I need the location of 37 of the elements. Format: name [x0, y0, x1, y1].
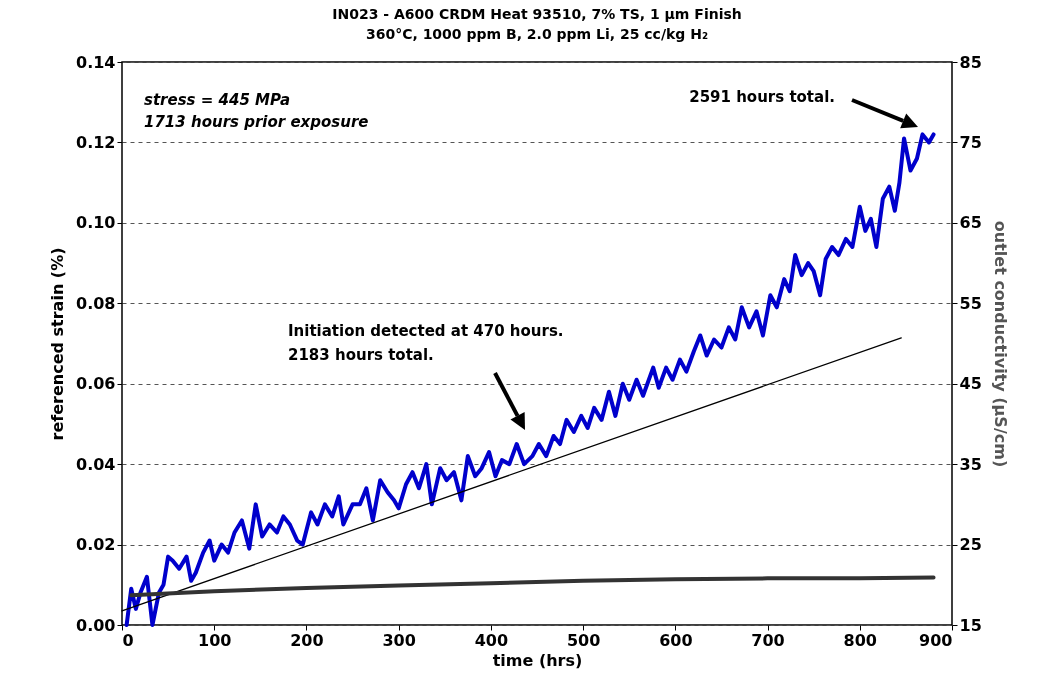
annotation: stress = 445 MPa: [144, 91, 291, 109]
x-tick-label: 300: [382, 630, 416, 650]
x-tick-label: 700: [751, 630, 785, 650]
y2-tick-label: 55: [959, 293, 982, 313]
x-tick-label: 800: [843, 630, 877, 650]
y2-tick-label: 75: [959, 132, 982, 152]
y-axis-title: referenced strain (%): [48, 247, 68, 441]
y-tick-label: 0.04: [76, 454, 116, 474]
y-tick-label: 0.00: [76, 615, 116, 635]
line-series: [124, 132, 936, 627]
x-tick-label: 200: [290, 630, 324, 650]
x-axis-title: time (hrs): [492, 650, 583, 670]
y2-tick-label: 65: [959, 213, 982, 233]
x-tick-label: 100: [198, 630, 232, 650]
chart-subtitle: 360°C, 1000 ppm B, 2.0 ppm Li, 25 cc/kg H₂: [365, 26, 709, 42]
x-tick-label: 0: [122, 630, 134, 650]
y-tick-label: 0.06: [76, 374, 116, 394]
y-tick-label: 0.12: [76, 132, 116, 152]
y-tick-label: 0.10: [76, 213, 116, 233]
x-tick-label: 600: [659, 630, 693, 650]
y-tick-label: 0.08: [76, 293, 116, 313]
chart-title: IN023 - A600 CRDM Heat 93510, 7% TS, 1 μm Finish: [332, 6, 742, 22]
x-tick-label: 500: [566, 630, 601, 650]
y2-tick-label: 15: [959, 615, 982, 635]
y-tick-label: 0.14: [76, 52, 116, 72]
y2-tick-label: 35: [959, 454, 982, 474]
y2-tick-label: 45: [959, 374, 982, 394]
annotation: 2591 hours total.: [689, 88, 835, 106]
annotation: 1713 hours prior exposure: [144, 113, 369, 131]
y2-tick-label: 85: [959, 52, 982, 72]
y2-tick-label: 25: [959, 535, 982, 555]
x-tick-label: 900: [919, 630, 953, 650]
y-tick-label: 0.02: [76, 535, 116, 555]
line-series: [129, 575, 936, 598]
y2-axis-title: outlet conductivity (μS/cm): [990, 220, 1010, 468]
x-tick-label: 400: [474, 630, 509, 650]
annotation: Initiation detected at 470 hours. 2183 hours total.: [288, 322, 564, 364]
